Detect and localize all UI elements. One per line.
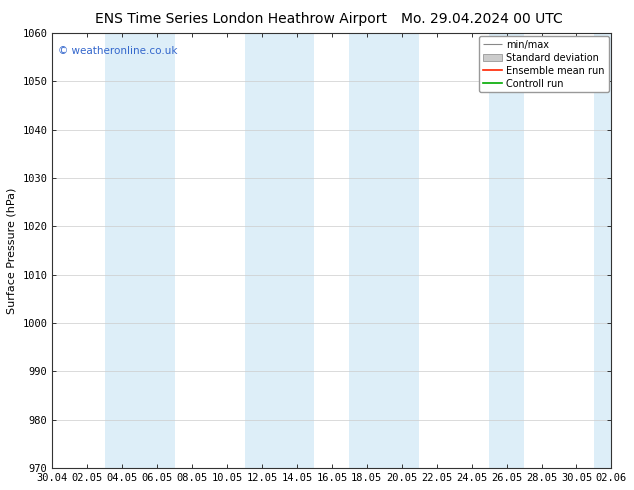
Text: Mo. 29.04.2024 00 UTC: Mo. 29.04.2024 00 UTC: [401, 12, 563, 26]
Text: © weatheronline.co.uk: © weatheronline.co.uk: [58, 46, 178, 56]
Bar: [105, 33, 174, 468]
Bar: [245, 33, 314, 468]
Text: ENS Time Series London Heathrow Airport: ENS Time Series London Heathrow Airport: [95, 12, 387, 26]
Bar: [594, 33, 629, 468]
Bar: [349, 33, 419, 468]
Y-axis label: Surface Pressure (hPa): Surface Pressure (hPa): [7, 187, 17, 314]
Bar: [489, 33, 524, 468]
Legend: min/max, Standard deviation, Ensemble mean run, Controll run: min/max, Standard deviation, Ensemble me…: [479, 36, 609, 93]
